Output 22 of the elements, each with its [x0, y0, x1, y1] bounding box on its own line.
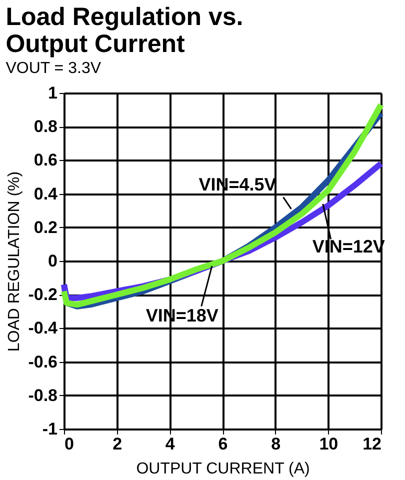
y-axis-title: LOAD REGULATION (%): [6, 171, 24, 352]
x-tick-label: 4: [165, 434, 176, 454]
y-tick-label: 0.4: [34, 184, 58, 204]
y-tick-label: -1: [42, 420, 58, 438]
x-tick-label: 0: [64, 434, 74, 454]
y-tick-label: -0.4: [28, 318, 58, 338]
y-tick-label: 0.6: [34, 150, 58, 170]
y-tick-label: 0.2: [34, 218, 58, 237]
x-tick-label: 10: [319, 434, 338, 454]
x-tick-label: 12: [362, 434, 382, 454]
x-tick-label: 8: [271, 434, 281, 454]
chart-subtitle: VOUT = 3.3V: [6, 60, 102, 77]
x-tick-label: 6: [218, 434, 228, 454]
y-tick-label: -0.2: [28, 285, 58, 304]
y-tick-label: 1: [48, 84, 58, 102]
x-tick-label: 2: [112, 434, 122, 454]
y-tick-label: 0.8: [34, 117, 58, 136]
x-axis-title: OUTPUT CURRENT (A): [136, 460, 310, 478]
y-tick-label: 0: [48, 252, 58, 270]
y-tick-label: -0.6: [28, 352, 58, 372]
chart-title: Load Regulation vs. Output Current: [6, 3, 244, 58]
y-tick-label: -0.8: [28, 386, 58, 405]
